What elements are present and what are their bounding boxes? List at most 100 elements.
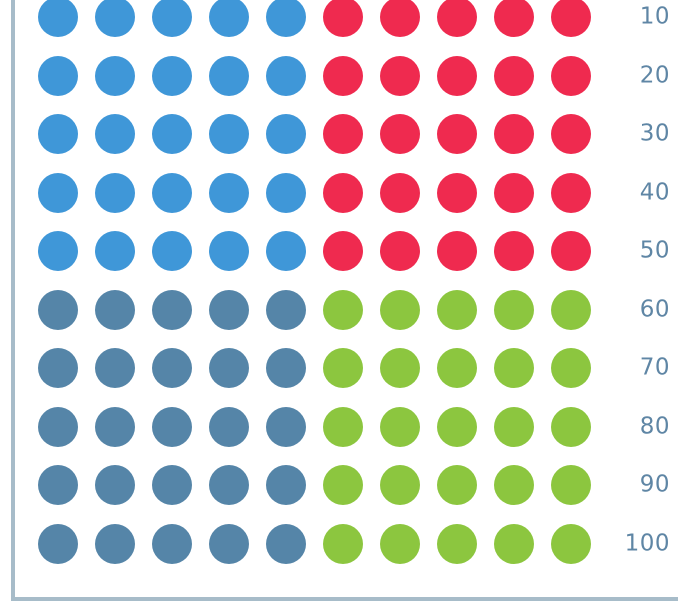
counter-dot [323,114,363,154]
counter-dot [437,114,477,154]
dot-row: 90 [0,459,678,517]
counter-dot [551,0,591,37]
counter-dot [95,290,135,330]
dot-row: 10 [0,0,678,49]
counter-dot [266,407,306,447]
counter-dot [323,56,363,96]
counter-dot [494,231,534,271]
counter-dot [437,524,477,564]
counter-dot [38,524,78,564]
row-total-label: 10 [640,6,670,29]
counter-dot [494,407,534,447]
counter-dot [380,348,420,388]
counter-dot [209,465,249,505]
dot-row: 40 [0,167,678,225]
counter-dot [551,56,591,96]
counter-dot [494,524,534,564]
row-total-label: 30 [640,123,670,146]
counter-dot [380,173,420,213]
counter-dot [380,465,420,505]
dot-row: 100 [0,518,678,576]
counter-dot [209,348,249,388]
counter-dot [437,0,477,37]
counter-dot [38,290,78,330]
dot-row: 70 [0,342,678,400]
counter-dot [152,56,192,96]
row-total-label: 40 [640,181,670,204]
dot-row: 80 [0,401,678,459]
counter-dot [323,290,363,330]
counter-dot [494,348,534,388]
dot-row: 20 [0,50,678,108]
row-total-label: 20 [640,64,670,87]
counter-dot [380,56,420,96]
counter-dot [323,524,363,564]
counter-dot [266,290,306,330]
counter-dot [95,56,135,96]
counter-dot [209,0,249,37]
counter-dot [209,114,249,154]
row-total-label: 60 [640,298,670,321]
counter-dot [266,524,306,564]
counter-dot [95,465,135,505]
counter-dot [380,524,420,564]
counter-dot [266,114,306,154]
counter-dot [152,0,192,37]
counter-dot [380,407,420,447]
counter-dot [152,348,192,388]
counter-dot [95,173,135,213]
counter-dot [323,231,363,271]
counter-dot [551,524,591,564]
dot-row: 30 [0,108,678,166]
counter-dot [95,348,135,388]
row-total-label: 80 [640,415,670,438]
counter-dot [38,231,78,271]
counter-dot [209,56,249,96]
row-total-label: 50 [640,240,670,263]
counter-dot [266,465,306,505]
counter-dot [38,114,78,154]
counter-dot [152,231,192,271]
counter-dot [209,231,249,271]
counter-dot [551,407,591,447]
counter-dot [494,465,534,505]
counter-dot [494,56,534,96]
counter-dot [209,173,249,213]
counter-dot [323,0,363,37]
counter-dot [437,56,477,96]
counter-dot [95,114,135,154]
counter-dot [38,173,78,213]
counter-dot [209,524,249,564]
counter-dot [551,290,591,330]
counter-dot [323,348,363,388]
row-total-label: 100 [625,532,670,555]
counter-dot [437,173,477,213]
counter-dot [323,173,363,213]
counter-dot [152,524,192,564]
counter-dot [494,173,534,213]
counter-dot [437,407,477,447]
counter-dot [152,114,192,154]
counter-dot [323,407,363,447]
counter-dot [551,231,591,271]
counter-dot [323,465,363,505]
counter-dot [551,465,591,505]
counter-dot [95,231,135,271]
counter-dot [437,290,477,330]
counter-dot [152,290,192,330]
counter-dot [380,114,420,154]
counter-dot [380,231,420,271]
dot-row: 50 [0,225,678,283]
counter-dot [437,348,477,388]
counter-dot [551,348,591,388]
counter-dot [266,0,306,37]
counter-dot [152,465,192,505]
counter-dot [551,114,591,154]
counter-dot [95,0,135,37]
counter-dot [380,290,420,330]
counter-dot [266,348,306,388]
counter-dot [551,173,591,213]
counter-dot [38,56,78,96]
counter-dot [38,465,78,505]
